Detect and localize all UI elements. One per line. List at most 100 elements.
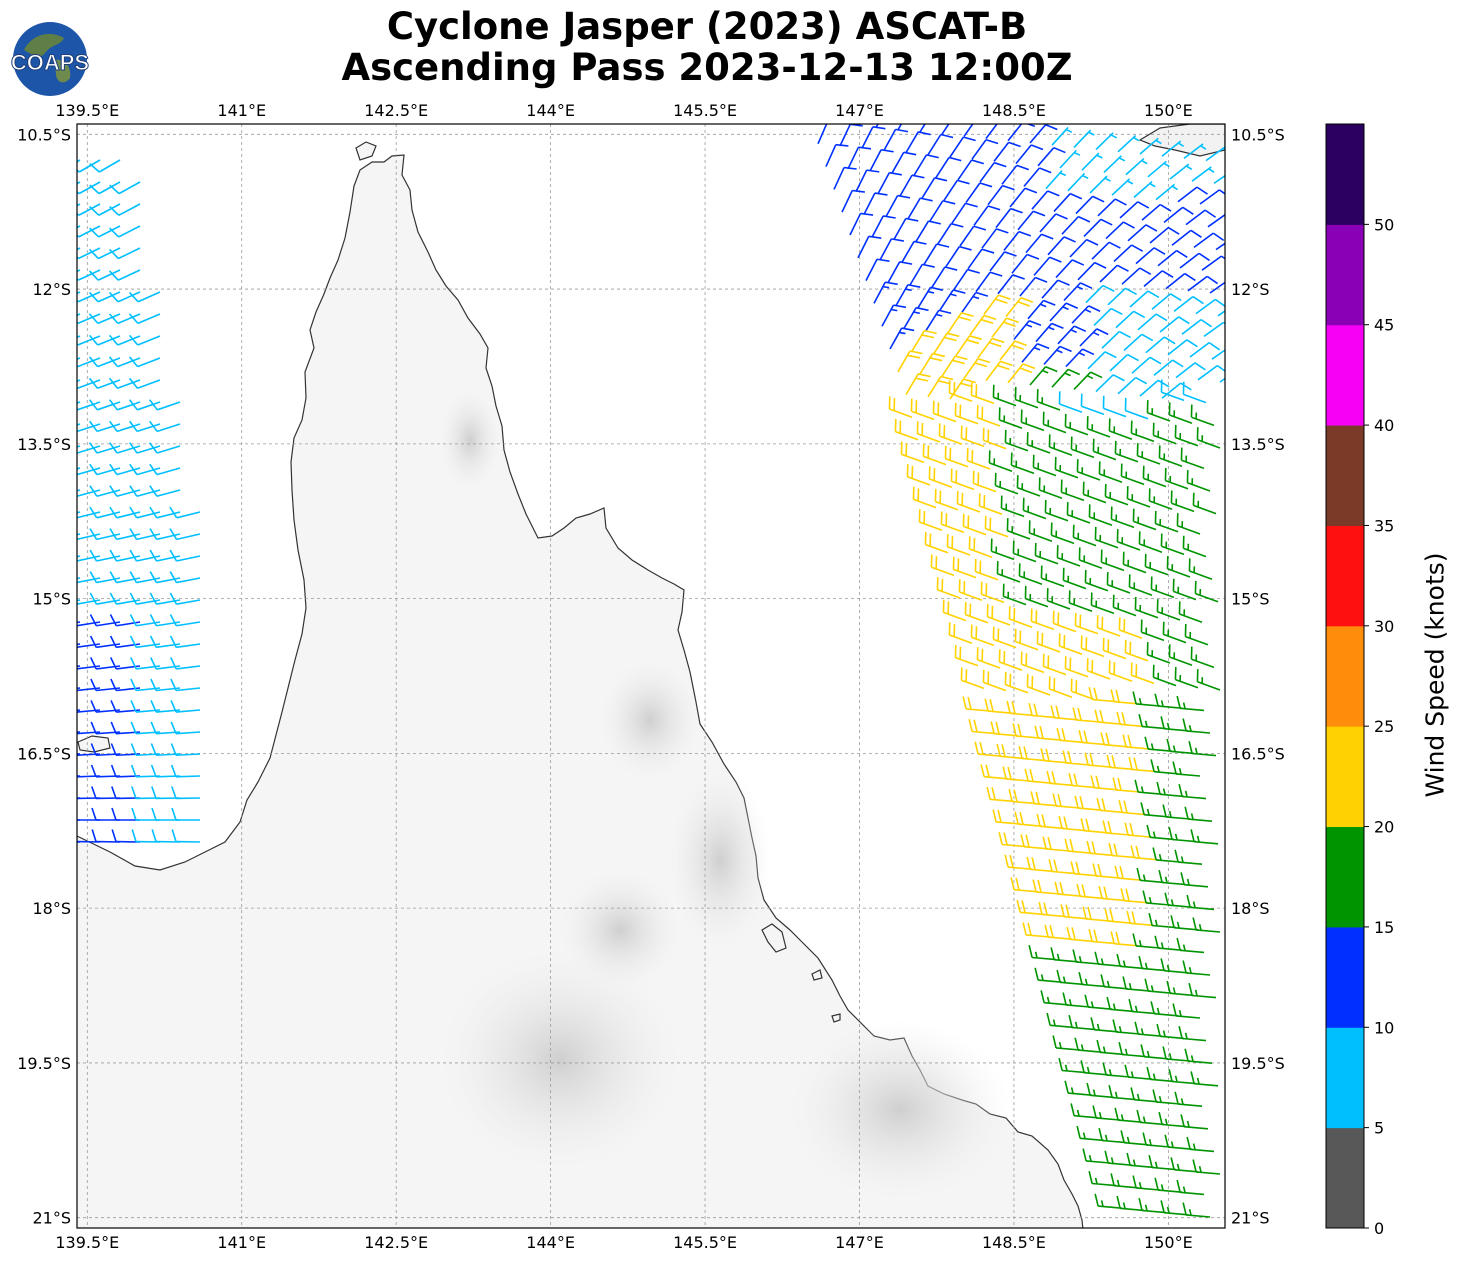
wind-barb <box>1064 655 1089 678</box>
wind-barb <box>927 133 954 156</box>
wind-barb <box>1104 1150 1133 1166</box>
wind-barb <box>964 601 989 624</box>
wind-barb <box>77 555 101 562</box>
wind-barb <box>1029 365 1058 386</box>
lat-label-right: 16.5°S <box>1231 744 1285 763</box>
colorbar-bin <box>1326 525 1364 627</box>
wind-barb <box>960 667 985 690</box>
wind-barb <box>1106 754 1135 771</box>
wind-barb <box>1021 343 1050 363</box>
wind-barb <box>1144 736 1173 752</box>
wind-barb <box>1142 1132 1171 1148</box>
wind-barb <box>1054 881 1083 897</box>
wind-barb <box>962 696 991 712</box>
wind-barb <box>871 215 896 238</box>
wind-barb <box>109 635 141 649</box>
wind-barb <box>1011 253 1040 274</box>
wind-barb <box>901 240 927 263</box>
wind-barb <box>1186 470 1211 492</box>
wind-barb <box>1149 226 1180 244</box>
wind-barb <box>1092 1105 1121 1121</box>
wind-barb <box>1022 922 1051 938</box>
wind-barb <box>1154 935 1183 951</box>
lat-label-left: 18°S <box>32 899 71 918</box>
wind-barb <box>1012 723 1041 739</box>
wind-barb <box>1057 325 1087 345</box>
wind-barb <box>1170 1157 1199 1173</box>
lat-label-right: 12°S <box>1231 280 1270 299</box>
wind-barb <box>109 549 141 562</box>
wind-barb <box>1142 890 1171 906</box>
wind-barb <box>1076 1125 1105 1142</box>
wind-barb <box>130 657 161 670</box>
wind-barb <box>1141 203 1172 221</box>
wind-barb <box>943 179 970 201</box>
lat-label-left: 19.5°S <box>17 1054 71 1073</box>
wind-barb <box>1152 1089 1181 1105</box>
wind-barb <box>1086 658 1111 680</box>
wind-barb <box>77 687 81 690</box>
wind-barb <box>957 159 985 181</box>
wind-barb <box>77 511 81 514</box>
wind-barb <box>1081 152 1103 171</box>
wind-barb <box>77 401 81 404</box>
wind-barb <box>1058 633 1083 655</box>
wind-barb <box>1174 849 1203 865</box>
wind-barb <box>1116 1195 1145 1212</box>
wind-barb <box>1122 976 1151 992</box>
wind-barb <box>1017 210 1046 231</box>
wind-barb <box>1162 804 1191 820</box>
wind-barb <box>1178 601 1203 623</box>
wind-barb <box>1102 395 1127 418</box>
wind-barb <box>949 136 976 158</box>
wind-barb <box>1124 639 1149 662</box>
wind-barb <box>1058 816 1087 832</box>
wind-barb <box>1038 477 1063 499</box>
wind-barb <box>1020 651 1045 674</box>
colorbar-bin <box>1326 625 1364 727</box>
wind-barb <box>992 809 1021 825</box>
wind-barb <box>1179 252 1210 269</box>
wind-barb <box>1015 144 1044 165</box>
wind-barb <box>77 357 81 361</box>
coaps-logo-text: COAPS <box>11 50 89 75</box>
lon-label-bottom: 144°E <box>526 1233 575 1252</box>
wind-barb <box>1062 992 1091 1008</box>
wind-barb <box>1188 558 1213 580</box>
wind-barb <box>1181 318 1212 335</box>
wind-barb <box>1070 678 1095 701</box>
wind-barb <box>1055 259 1085 279</box>
wind-barb <box>941 355 968 377</box>
wind-barb <box>1062 750 1091 766</box>
wind-barb <box>1191 166 1215 182</box>
wind-barb <box>1154 510 1179 533</box>
wind-barb <box>1100 549 1125 572</box>
colorbar-bin <box>1326 124 1364 225</box>
wind-barb <box>1038 902 1067 918</box>
lon-label-top: 147°E <box>835 101 884 120</box>
wind-barb <box>109 592 141 605</box>
wind-barb <box>1148 913 1177 929</box>
wind-barb <box>1145 336 1176 354</box>
wind-barb <box>1024 585 1049 608</box>
wind-barb <box>1110 506 1135 529</box>
wind-barb <box>89 571 121 584</box>
colorbar-frame <box>1325 123 1365 1229</box>
wind-barb <box>1119 201 1150 219</box>
wind-barb <box>978 493 1003 515</box>
wind-barb <box>1050 705 1079 721</box>
wind-barb <box>149 463 181 476</box>
colorbar-bin <box>1326 324 1364 426</box>
wind-barb <box>89 635 121 649</box>
wind-barb <box>1025 233 1054 254</box>
wind-barb <box>77 665 81 668</box>
wind-barb <box>170 743 201 757</box>
wind-barb <box>1052 610 1077 633</box>
wind-barb <box>1082 1148 1111 1164</box>
lat-label-right: 19.5°S <box>1231 1054 1285 1073</box>
wind-barb <box>1136 867 1165 884</box>
wind-barb <box>946 534 971 556</box>
wind-barb <box>919 352 946 375</box>
wind-barb <box>89 203 121 216</box>
wind-barb <box>1026 674 1051 696</box>
